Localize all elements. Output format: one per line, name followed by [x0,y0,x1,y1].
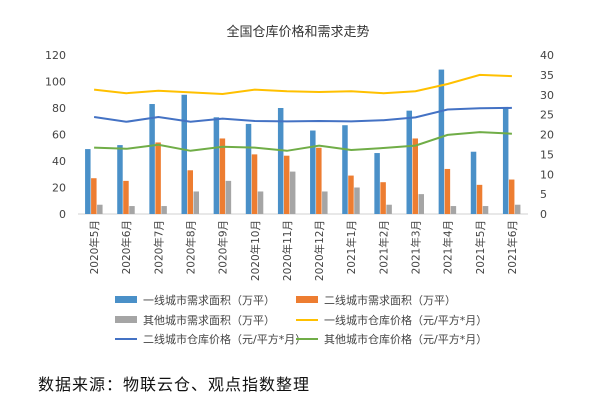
x-tick-label: 2020年7月 [152,220,165,274]
bar-series-3-bar [354,187,360,214]
bar-series-2-bar [219,138,226,214]
bar-series-3-bar [161,206,167,214]
bar-series-1-bar [149,104,155,214]
legend-label: 其他城市需求面积（万平） [143,313,275,327]
chart-title: 全国仓库价格和需求走势 [226,24,369,40]
y-left-tick-label: 120 [45,49,66,62]
legend-label: 一线城市仓库价格（元/平方*月） [324,313,487,327]
x-tick-label: 2020年9月 [217,220,230,274]
bar-series-3-bar [322,191,328,214]
bar-series-2-bar [348,175,354,214]
bar-series-2-bar [283,155,290,214]
bar-series-1-bar [470,151,477,214]
bar-series-1-bar [117,145,123,214]
bar-series-3-bar [129,206,135,214]
bar-series-3-bar [257,191,264,214]
bar-series-1-bar [277,108,284,214]
bar-series-3-bar [193,191,199,214]
x-tick-label: 2021年6月 [506,220,519,274]
bar-series-1-bar [342,125,348,214]
bar-series-3-bar [418,194,424,214]
x-tick-label: 2020年10月 [249,220,262,281]
y-left-tick-label: 40 [52,155,66,168]
line-series-2 [93,106,512,123]
x-tick-label: 2021年3月 [410,220,423,274]
bar-series-1-bar [438,69,445,214]
x-tick-label: 2020年11月 [281,220,294,281]
y-right-tick-label: 0 [540,208,547,221]
x-tick-label: 2021年2月 [377,220,390,274]
line-series-3 [94,131,512,152]
legend-label: 二线城市需求面积（万平） [324,293,456,307]
bar-series-2-bar [316,147,322,214]
bar-series-3-bar [225,180,232,214]
source-note: 数据来源：物联云仓、观点指数整理 [38,375,311,394]
y-right-tick-label: 25 [540,109,554,122]
legend-label: 一线城市需求面积（万平） [143,293,275,307]
plot-area: 0 20 40 60 80 100 120 0 5 10 15 20 25 30 35 40 2020年5月 20… [45,49,554,281]
bar-series-1-bar [374,153,380,214]
bar-series-3-bar [482,206,489,214]
y-left-tick-label: 60 [52,129,66,142]
legend-label: 其他城市仓库价格（元/平方*月） [324,332,487,346]
bar-series-2-bar [251,154,258,214]
bar-series-2-bar [155,142,161,214]
y-left-tick-label: 20 [52,182,66,195]
bar-series-1-bar [502,108,509,214]
x-tick-label: 2021年4月 [442,220,455,274]
bar-series-2-bar [444,168,451,214]
chart: 全国仓库价格和需求走势 0 20 40 60 80 100 120 0 5 10 15 20 25 30 3… [45,24,554,346]
x-tick-label: 2020年8月 [185,220,198,274]
y-left-tick-label: 80 [52,102,66,115]
bar-series-1-bar [245,123,252,214]
x-tick-label: 2021年5月 [474,220,487,274]
bar-series-1-bar [181,94,187,214]
x-tick-label: 2020年6月 [120,220,133,274]
bar-series-2-bar [380,182,386,214]
bar-series-3-bar [450,206,457,214]
y-right-tick-label: 40 [540,49,554,62]
bar-series-2-bar [508,179,515,214]
bar-series-3-bar [289,171,296,214]
y-right-tick-label: 20 [540,129,554,142]
bar-series-2-bar [476,184,483,214]
y-right-tick-label: 5 [540,188,547,201]
y-left-tick-label: 0 [59,208,66,221]
x-tick-label: 2020年5月 [88,220,101,274]
y-left-tick-label: 100 [45,76,66,89]
legend-label: 二线城市仓库价格（元/平方*月） [143,332,306,346]
bar-series-2-bar [412,138,418,214]
bar-series-1-bar [213,117,220,214]
y-right-tick-label: 15 [540,148,554,161]
y-right-tick-label: 35 [540,69,554,82]
bar-series-2-bar [123,180,129,214]
y-right-tick-label: 30 [540,89,554,102]
y-right-tick-label: 10 [540,168,554,181]
bar-series-1-bar [85,149,91,214]
legend-swatch [296,296,318,303]
legend-swatch [115,296,137,303]
bar-series-2-bar [91,178,97,214]
x-tick-label: 2020年12月 [313,220,326,281]
bar-series-1-bar [310,130,316,214]
bar-series-3-bar [386,204,392,214]
bar-series-1-bar [406,110,412,214]
bar-series-3-bar [514,204,521,214]
bar-series-2-bar [187,170,193,214]
legend: 一线城市需求面积（万平） 二线城市需求面积（万平） 其他城市需求面积（万平） 一线城市… [115,293,487,346]
bar-series-3-bar [97,204,103,214]
x-tick-label: 2021年1月 [345,220,358,274]
line-series-1 [93,73,512,96]
legend-swatch [115,316,137,323]
